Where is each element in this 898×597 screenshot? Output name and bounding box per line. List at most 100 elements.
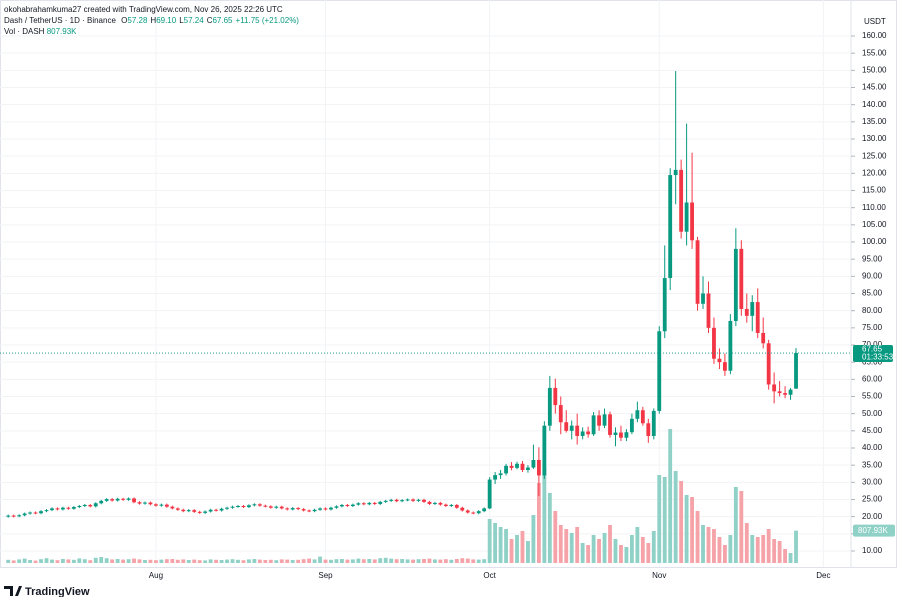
candle-body (214, 509, 219, 511)
candle-body (526, 467, 530, 470)
volume-bar (247, 559, 251, 563)
ohlc-key: C (206, 16, 213, 25)
volume-bar (712, 529, 716, 563)
volume-bar (50, 559, 54, 563)
candle-body (558, 405, 563, 423)
candle-body (225, 507, 229, 509)
candle-body (394, 499, 399, 502)
candle-body (88, 504, 93, 507)
volume-bar (137, 559, 142, 563)
volume-bar (772, 539, 777, 563)
candle-body (55, 508, 60, 510)
grid (0, 0, 851, 567)
candle-body (422, 499, 426, 502)
candle-body (126, 498, 131, 500)
volume-bar (208, 559, 213, 563)
volume-legend: Vol · DASH 807.93K (4, 26, 302, 37)
volume-bar (526, 541, 530, 563)
volume-bar (66, 559, 71, 563)
candle-body (438, 502, 443, 505)
candle-body (673, 169, 678, 176)
candle-body (383, 500, 388, 502)
candle-body (487, 479, 492, 509)
volume-bar (307, 558, 312, 563)
y-tick-label: 80.00 (862, 306, 883, 315)
candle-body (329, 507, 333, 510)
y-tick-label: 120.00 (862, 168, 887, 177)
candle-body (11, 515, 16, 517)
candle-body (520, 463, 525, 470)
candle-body (788, 389, 793, 395)
candle-body (498, 473, 503, 476)
volume-bar (498, 527, 503, 563)
candle-body (602, 414, 607, 426)
volume-bar (323, 559, 328, 563)
candle-body (580, 431, 585, 436)
volume-bar (268, 559, 273, 563)
legend: Dash / TetherUS · 1D · Binance O57.28 H69… (4, 15, 302, 26)
candle-body (154, 504, 158, 506)
candle-body (772, 384, 777, 392)
candle-body (257, 504, 262, 506)
candle-body (99, 500, 104, 504)
countdown: 01:33:53 (862, 353, 894, 362)
volume-bar (350, 559, 355, 563)
volume-bar (684, 495, 689, 563)
volume-bar (22, 558, 27, 563)
candle-body (695, 240, 700, 304)
candle-body (22, 513, 27, 516)
candle-body (619, 432, 623, 438)
volume-bar (433, 559, 437, 563)
candle-body (323, 508, 328, 510)
volume-bar (126, 559, 131, 563)
volume-tag (853, 524, 895, 537)
candle-body (722, 362, 727, 371)
candle-body (66, 507, 71, 509)
y-tick-label: 55.00 (862, 392, 883, 401)
candle-body (465, 510, 470, 513)
candle-body (684, 202, 689, 232)
volume-bar (257, 559, 262, 563)
volume-bar (312, 559, 317, 563)
candle-body (307, 510, 312, 512)
candle-body (93, 503, 98, 507)
y-tick-label: 125.00 (862, 151, 887, 160)
volume-title: Vol · DASH (4, 27, 45, 36)
candle-body (252, 504, 257, 506)
volume-bar (214, 559, 219, 563)
y-tick-label: 70.00 (862, 340, 883, 349)
candle-body (28, 512, 33, 514)
volume-bar (422, 559, 426, 563)
ohlc-key: L (179, 16, 184, 25)
candle-body (460, 507, 465, 511)
volume-bar (181, 559, 186, 563)
volume-bar (668, 429, 673, 563)
volume-bar (744, 523, 749, 563)
volume-bar (662, 477, 667, 563)
volume-bar (657, 475, 662, 563)
volume-bar (613, 539, 618, 563)
volume-bar (104, 558, 109, 563)
volume-bar (733, 487, 738, 563)
volume-bar (186, 560, 191, 563)
volume-bar (673, 471, 678, 563)
volume-bar (564, 529, 569, 563)
candle-body (203, 511, 208, 513)
volume-bar (558, 525, 563, 563)
volume-bar (88, 560, 93, 563)
candle-body (411, 499, 415, 501)
y-tick-label: 10.00 (862, 546, 883, 555)
volume-bar (6, 559, 11, 563)
change: +11.75 (+21.02%) (235, 16, 299, 25)
candle-body (367, 502, 372, 505)
y-tick-label: 95.00 (862, 254, 883, 263)
volume-bar (263, 560, 268, 563)
volume-bar (515, 535, 519, 563)
brand: TradingView (25, 586, 90, 597)
candle-body (662, 278, 667, 332)
volume-bar (405, 559, 410, 563)
candle-body (301, 509, 306, 511)
volume-bar (766, 529, 771, 563)
volume-bar (547, 493, 552, 563)
